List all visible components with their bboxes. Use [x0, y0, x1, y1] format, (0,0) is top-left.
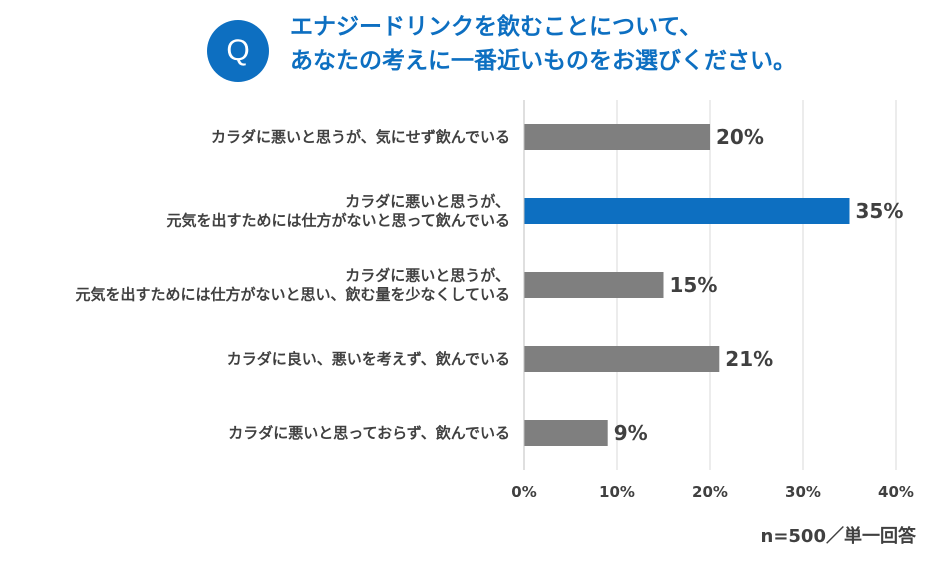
question-badge: Q — [207, 20, 269, 82]
question-title: エナジードリンクを飲むことについて、 あなたの考えに一番近いものをお選びください… — [290, 10, 930, 78]
value-label-1: 35% — [856, 199, 904, 223]
category-label-0-0: カラダに悪いと思うが、気にせず飲んでいる — [211, 128, 510, 146]
value-label-4: 9% — [614, 421, 648, 445]
value-label-0: 20% — [716, 125, 764, 149]
x-tick-label-0: 0% — [511, 483, 536, 501]
value-label-2: 15% — [670, 273, 718, 297]
bar-3 — [524, 346, 720, 372]
x-tick-label-1: 10% — [599, 483, 635, 501]
bar-0 — [524, 124, 710, 150]
category-label-2-1: 元気を出すためには仕方がないと思い、飲む量を少なくしている — [75, 286, 510, 304]
bar-1 — [524, 198, 850, 224]
category-label-2-0: カラダに悪いと思うが、 — [345, 267, 510, 285]
question-title-line-2: あなたの考えに一番近いものをお選びください。 — [290, 48, 796, 74]
bar-4 — [524, 420, 608, 446]
x-tick-label-4: 40% — [878, 483, 914, 501]
question-title-line-1: エナジードリンクを飲むことについて、 — [290, 14, 703, 40]
value-label-3: 21% — [725, 347, 773, 371]
category-label-4-0: カラダに悪いと思っておらず、飲んでいる — [228, 424, 510, 442]
question-badge-label: Q — [226, 34, 250, 67]
x-tick-label-3: 30% — [785, 483, 821, 501]
category-label-1-0: カラダに悪いと思うが、 — [345, 193, 510, 211]
bar-2 — [524, 272, 664, 298]
category-label-3-0: カラダに良い、悪いを考えず、飲んでいる — [227, 350, 510, 368]
category-label-1-1: 元気を出すためには仕方がないと思って飲んでいる — [166, 212, 510, 230]
x-tick-label-2: 20% — [692, 483, 728, 501]
sample-note: n=500／単一回答 — [760, 526, 916, 547]
